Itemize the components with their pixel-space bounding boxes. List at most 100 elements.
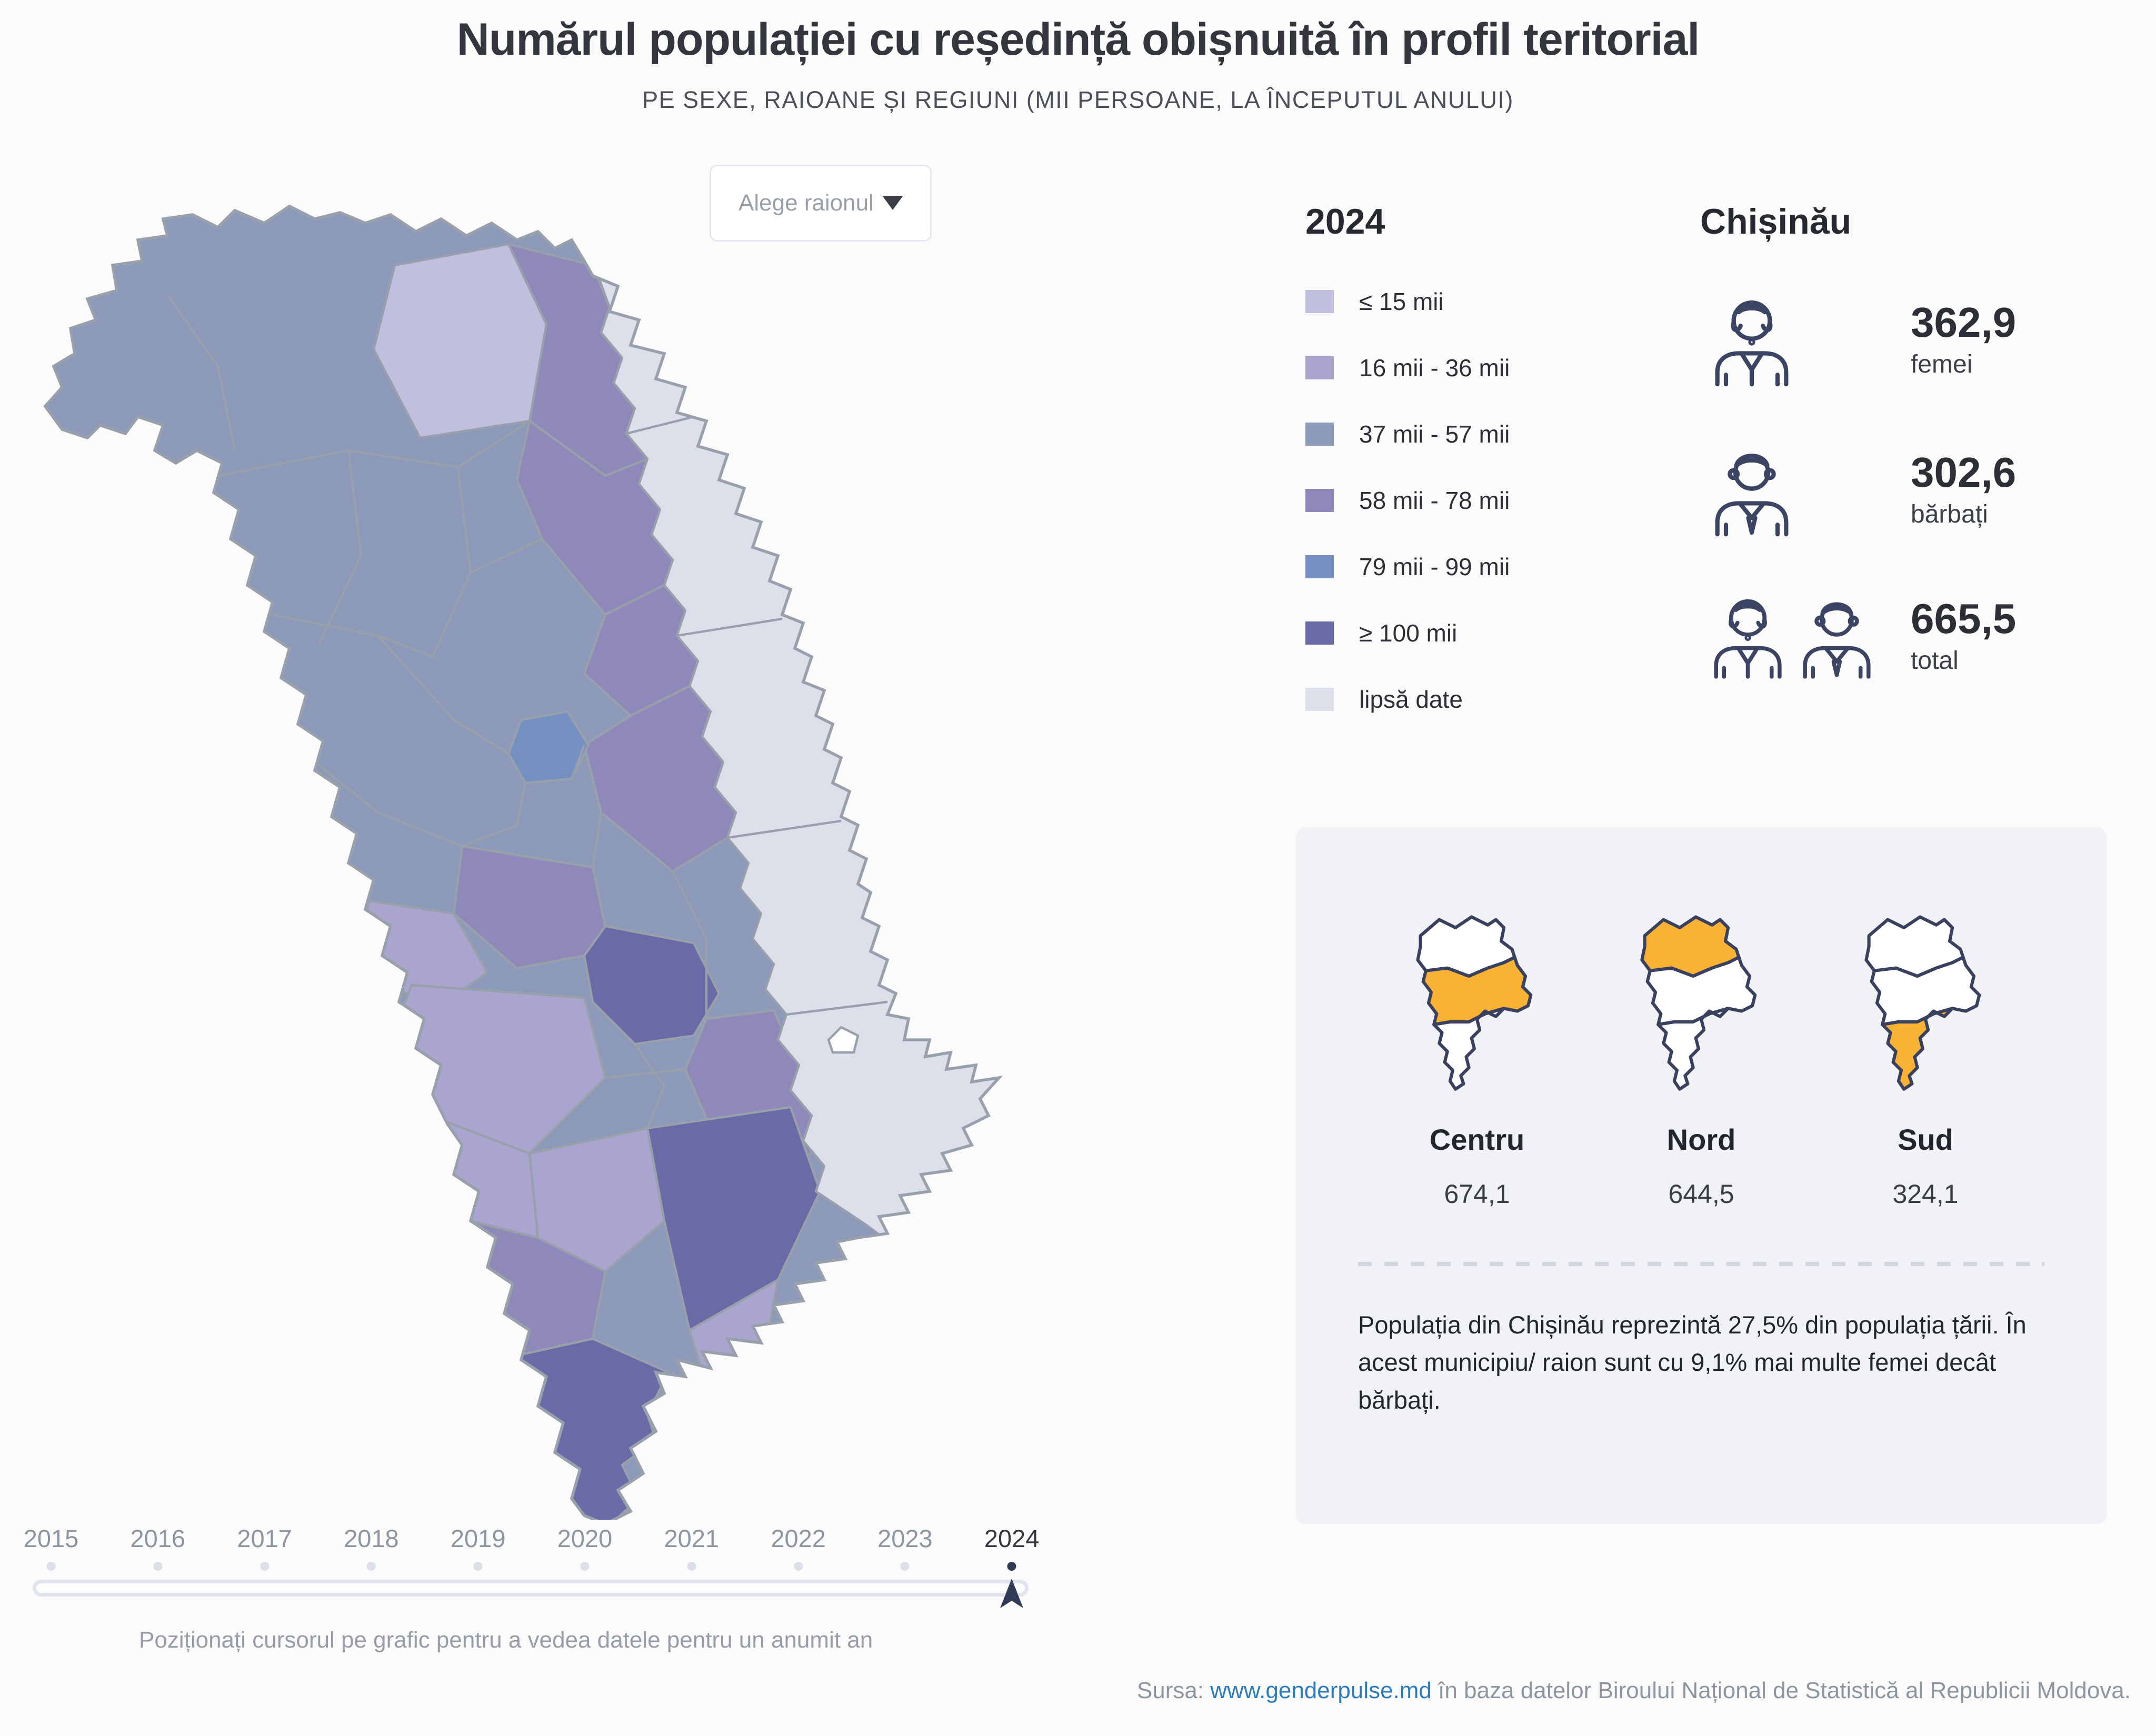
moldova-choropleth-map[interactable]	[41, 202, 1026, 1520]
legend-swatch	[1305, 290, 1334, 313]
region-name-centru: Centru	[1429, 1123, 1525, 1156]
moldova-mini-map	[1416, 915, 1533, 1091]
centru-mini-map	[1410, 915, 1544, 1097]
legend-swatch	[1305, 423, 1334, 446]
region-value-nord: 644,5	[1668, 1179, 1734, 1209]
page-title: Numărul populației cu reședință obișnuit…	[456, 14, 1700, 65]
timeline-hint: Poziționați cursorul pe grafic pentru a …	[139, 1627, 873, 1653]
stat-row-femei: 362,9 femei	[1700, 286, 2153, 392]
regions-note: Populația din Chișinău reprezintă 27,5% …	[1358, 1311, 2027, 1414]
legend-swatch	[1305, 555, 1334, 578]
legend-item-b79_99: 79 mii - 99 mii	[1305, 553, 1510, 581]
year-tick-2022[interactable]	[794, 1562, 803, 1571]
moldova-mini-map	[1864, 915, 1981, 1091]
stat-row-barbati: 302,6 bărbați	[1700, 436, 2153, 542]
femei-value: 362,9	[1911, 299, 2017, 346]
mini-map-region-sud	[1656, 1007, 1730, 1091]
district-bender-gap	[827, 1026, 860, 1054]
barbati-label: bărbați	[1911, 500, 1988, 528]
legend-swatch	[1305, 489, 1334, 512]
regions-panel: Centru 674,1 Nord 644,5 Sud	[1296, 827, 2107, 1524]
year-tick-2017[interactable]	[260, 1562, 270, 1571]
legend-label: ≤ 15 mii	[1359, 288, 1444, 315]
mini-map-region-sud	[1881, 1007, 1954, 1091]
year-label-2019[interactable]: 2019	[450, 1524, 506, 1552]
region-value-centru: 674,1	[1444, 1179, 1510, 1209]
timeline-thumb[interactable]	[998, 1578, 1025, 1613]
dashed-divider	[1358, 1262, 2044, 1266]
mini-map-region-nord	[1640, 915, 1741, 978]
legend-item-b16_36: 16 mii - 36 mii	[1305, 354, 1510, 382]
year-tick-2015[interactable]	[46, 1562, 56, 1571]
legend-item-le15: ≤ 15 mii	[1305, 287, 1510, 316]
year-label-2016[interactable]: 2016	[130, 1524, 186, 1552]
mini-map-region-nord	[1416, 915, 1516, 978]
man-icon	[1700, 436, 1911, 542]
femei-label: femei	[1911, 350, 1973, 378]
legend-swatch	[1305, 688, 1334, 711]
year-label-2021[interactable]: 2021	[664, 1524, 720, 1552]
barbati-value: 302,6	[1911, 449, 2017, 496]
legend-label: 58 mii - 78 mii	[1359, 487, 1510, 514]
sud-mini-map	[1858, 915, 1993, 1097]
year-tick-2021[interactable]	[687, 1562, 696, 1571]
year-label-2020[interactable]: 2020	[557, 1524, 613, 1552]
legend-swatch	[1305, 621, 1334, 645]
timeline-track[interactable]	[33, 1580, 1029, 1597]
legend-swatch	[1305, 356, 1334, 379]
chevron-down-icon	[883, 196, 903, 210]
legend-label: 79 mii - 99 mii	[1359, 553, 1510, 580]
legend-label: 37 mii - 57 mii	[1359, 420, 1510, 448]
stat-row-total: 665,5 total	[1700, 586, 2153, 684]
year-label-2018[interactable]: 2018	[344, 1524, 399, 1552]
year-tick-2016[interactable]	[153, 1562, 163, 1571]
year-label-2017[interactable]: 2017	[237, 1524, 292, 1552]
region-cards: Centru 674,1 Nord 644,5 Sud	[1358, 906, 2044, 1209]
selected-unit-panel: Chișinău 362,9 femei 302,6 bărbați	[1700, 201, 2153, 684]
district-select[interactable]: Alege raionul	[710, 165, 932, 242]
moldova-mini-map	[1640, 915, 1757, 1091]
page-subtitle: PE SEXE, RAIOANE ȘI REGIUNI (MII PERSOAN…	[642, 86, 1514, 113]
region-card-sud: Sud 324,1	[1820, 906, 2031, 1209]
legend-item-b58_78: 58 mii - 78 mii	[1305, 486, 1510, 515]
year-tick-2023[interactable]	[900, 1562, 910, 1571]
year-label-2022[interactable]: 2022	[771, 1524, 826, 1552]
year-label-2023[interactable]: 2023	[877, 1524, 933, 1552]
selected-unit-name: Chișinău	[1700, 202, 1852, 242]
map-legend: 2024 ≤ 15 mii 16 mii - 36 mii 37 mii - 57 …	[1305, 201, 1510, 751]
legend-label: 16 mii - 36 mii	[1359, 354, 1510, 382]
source-footer: Sursa: www.genderpulse.md în baza datelo…	[1137, 1678, 2131, 1704]
mini-map-region-nord	[1864, 915, 1965, 978]
legend-label: ≥ 100 mii	[1359, 619, 1458, 647]
legend-item-nodata: lipsă date	[1305, 685, 1510, 714]
year-tick-2019[interactable]	[473, 1562, 483, 1571]
year-label-2024[interactable]: 2024	[984, 1524, 1040, 1552]
legend-year: 2024	[1305, 202, 1385, 242]
source-prefix: Sursa:	[1136, 1678, 1211, 1703]
year-tick-2020[interactable]	[580, 1562, 590, 1571]
legend-items: ≤ 15 mii 16 mii - 36 mii 37 mii - 57 mii 58…	[1305, 287, 1510, 714]
region-name-sud: Sud	[1898, 1123, 1953, 1156]
legend-item-ge100: ≥ 100 mii	[1305, 619, 1510, 647]
region-value-sud: 324,1	[1892, 1179, 1959, 1209]
district-borders	[166, 294, 888, 1129]
nord-mini-map	[1634, 915, 1769, 1097]
source-link[interactable]: www.genderpulse.md	[1210, 1678, 1432, 1703]
region-card-nord: Nord 644,5	[1596, 906, 1806, 1209]
district-cimislia[interactable]	[528, 1127, 666, 1273]
district-cahul[interactable]	[515, 1337, 670, 1520]
district-select-placeholder: Alege raionul	[738, 190, 874, 216]
total-label: total	[1911, 646, 1959, 675]
region-card-centru: Centru 674,1	[1372, 906, 1582, 1209]
legend-label: lipsă date	[1359, 686, 1463, 713]
legend-item-b37_57: 37 mii - 57 mii	[1305, 420, 1510, 448]
total-value: 665,5	[1911, 595, 2017, 642]
district-chisinau[interactable]	[583, 925, 721, 1046]
year-tick-2018[interactable]	[366, 1562, 376, 1571]
region-name-nord: Nord	[1666, 1123, 1736, 1156]
woman-man-icon	[1700, 586, 1911, 684]
year-tick-2024[interactable]	[1007, 1562, 1016, 1571]
woman-icon	[1700, 286, 1911, 392]
year-label-2015[interactable]: 2015	[23, 1524, 79, 1552]
